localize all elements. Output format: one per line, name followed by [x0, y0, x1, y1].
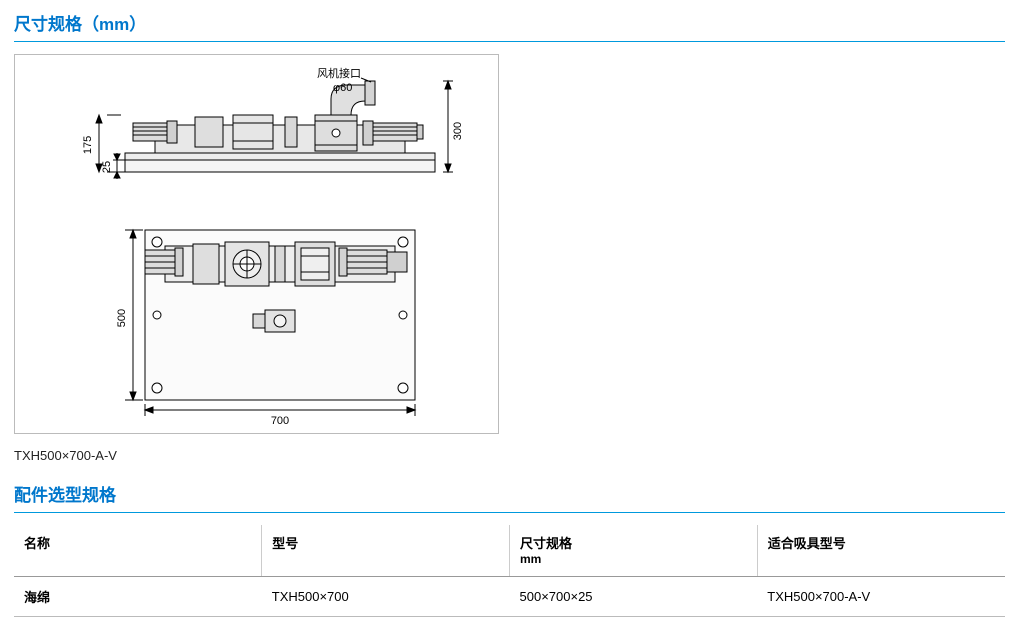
dim-25: 25 [101, 161, 113, 173]
section-title-accessories: 配件选型规格 [14, 481, 1005, 513]
cell-size: 500×700×25 [510, 577, 758, 617]
th-size: 尺寸规格 mm [510, 525, 758, 577]
label-fan: 风机接口 [317, 66, 361, 80]
th-model: 型号 [262, 525, 510, 577]
cell-name: 海绵 [14, 577, 262, 617]
dim-175: 175 [82, 136, 94, 154]
cell-model: TXH500×700 [262, 577, 510, 617]
th-name: 名称 [14, 525, 262, 577]
label-phi60: φ60 [333, 82, 352, 94]
dim-300: 300 [452, 122, 464, 140]
cell-fit: TXH500×700-A-V [757, 577, 1005, 617]
dim-700: 700 [271, 415, 289, 427]
dim-500: 500 [116, 309, 128, 327]
th-size-unit: mm [520, 552, 747, 566]
technical-drawing: 风机接口 φ60 300 175 25 [14, 54, 499, 434]
spec-table: 名称 型号 尺寸规格 mm 适合吸具型号 海绵 TXH500×700 500×7… [14, 525, 1005, 617]
diagram-caption: TXH500×700-A-V [14, 448, 1005, 463]
th-fit: 适合吸具型号 [757, 525, 1005, 577]
table-row: 海绵 TXH500×700 500×700×25 TXH500×700-A-V [14, 577, 1005, 617]
th-size-main: 尺寸规格 [520, 536, 572, 551]
section-title-dimensions: 尺寸规格（mm） [14, 10, 1005, 42]
